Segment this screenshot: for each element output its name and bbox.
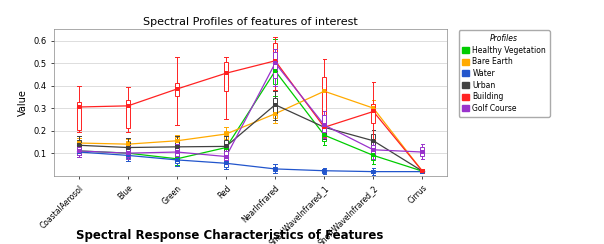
Bar: [273, 98, 277, 114]
Bar: [175, 137, 179, 144]
Bar: [420, 147, 425, 156]
Bar: [371, 104, 375, 114]
Bar: [323, 115, 326, 132]
Bar: [420, 170, 425, 172]
Title: Spectral Profiles of features of interest: Spectral Profiles of features of interes…: [143, 17, 358, 27]
Bar: [175, 147, 179, 156]
Bar: [323, 130, 326, 141]
Bar: [77, 149, 81, 155]
Y-axis label: Value: Value: [18, 89, 28, 116]
Bar: [126, 142, 130, 153]
Bar: [371, 170, 375, 173]
Legend: Healthy Vegetation, Bare Earth, Water, Urban, Building, Golf Course: Healthy Vegetation, Bare Earth, Water, U…: [458, 30, 550, 117]
Bar: [77, 140, 81, 151]
Bar: [77, 147, 81, 155]
Bar: [273, 52, 277, 78]
Bar: [371, 104, 375, 123]
Bar: [323, 86, 326, 97]
Bar: [77, 140, 81, 146]
Bar: [126, 152, 130, 158]
Bar: [371, 134, 375, 149]
Bar: [224, 62, 228, 91]
Bar: [420, 171, 425, 173]
Bar: [175, 154, 179, 162]
Bar: [224, 160, 228, 167]
Bar: [371, 145, 375, 155]
Bar: [126, 150, 130, 157]
Bar: [224, 151, 228, 160]
Bar: [77, 148, 81, 154]
Bar: [175, 157, 179, 163]
Bar: [323, 169, 326, 173]
Bar: [273, 44, 277, 84]
Bar: [420, 170, 425, 172]
Bar: [323, 121, 326, 134]
Bar: [224, 131, 228, 139]
Bar: [126, 100, 130, 128]
Bar: [371, 150, 375, 160]
Bar: [77, 102, 81, 130]
Bar: [224, 140, 228, 152]
Bar: [175, 141, 179, 151]
Bar: [126, 149, 130, 157]
Bar: [323, 77, 326, 132]
Bar: [420, 170, 425, 172]
Bar: [126, 142, 130, 148]
Bar: [273, 167, 277, 171]
Text: Spectral Response Characteristics of Features: Spectral Response Characteristics of Fea…: [76, 229, 383, 242]
Bar: [420, 170, 425, 172]
Bar: [273, 43, 277, 77]
Bar: [224, 143, 228, 152]
Bar: [273, 107, 277, 118]
Bar: [175, 83, 179, 96]
